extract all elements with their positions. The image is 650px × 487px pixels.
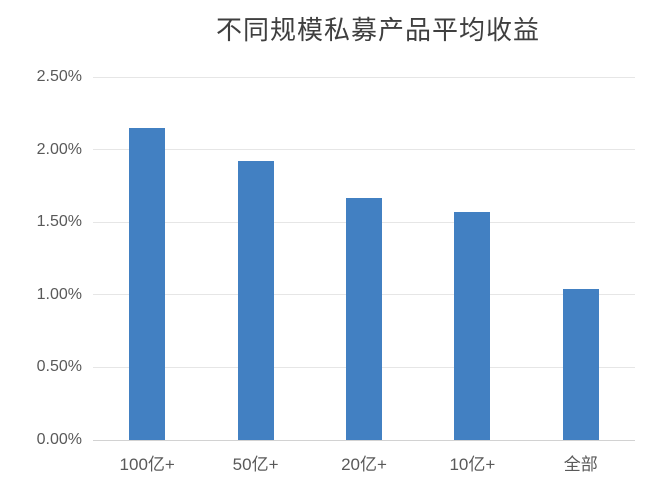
y-axis-tick-label: 0.00% [36, 431, 82, 448]
x-axis-category-label: 50亿+ [232, 455, 279, 474]
y-axis-tick-label: 1.50% [36, 213, 82, 231]
bar-10亿+ [454, 212, 491, 440]
gridline [93, 76, 635, 78]
y-axis-tick-label: 0.50% [36, 358, 82, 376]
x-axis-category-label: 100亿+ [119, 455, 175, 474]
x-axis-line [93, 439, 635, 441]
bar-全部 [562, 289, 599, 440]
chart-title: 不同规模私募产品平均收益 [215, 16, 540, 45]
bar-100亿+ [129, 127, 166, 440]
gridline [93, 149, 635, 151]
y-axis-tick-label: 1.00% [36, 285, 82, 303]
x-axis-category-label: 10亿+ [449, 455, 496, 474]
plot-area [93, 76, 635, 441]
bar-20亿+ [346, 197, 382, 440]
x-axis-category-label: 20亿+ [341, 455, 387, 474]
x-axis-category-label: 全部 [563, 455, 598, 474]
y-axis-tick-label: 2.00% [36, 140, 82, 158]
bar-50亿+ [237, 161, 274, 440]
y-axis-tick-label: 2.50% [36, 68, 82, 85]
